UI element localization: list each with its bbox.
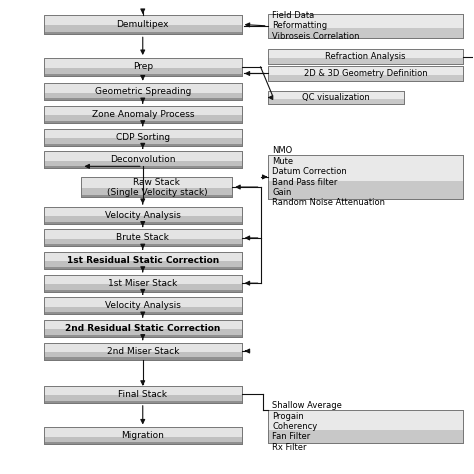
FancyBboxPatch shape — [44, 128, 242, 138]
FancyBboxPatch shape — [44, 121, 242, 123]
FancyBboxPatch shape — [268, 91, 404, 99]
FancyBboxPatch shape — [44, 320, 242, 329]
FancyBboxPatch shape — [268, 410, 463, 443]
Text: Velocity Analysis: Velocity Analysis — [105, 211, 181, 220]
FancyBboxPatch shape — [44, 442, 242, 444]
FancyBboxPatch shape — [44, 428, 242, 444]
FancyBboxPatch shape — [44, 222, 242, 224]
Text: 2D & 3D Geometry Definition: 2D & 3D Geometry Definition — [303, 69, 427, 78]
FancyBboxPatch shape — [44, 320, 242, 337]
FancyBboxPatch shape — [268, 49, 463, 64]
FancyBboxPatch shape — [268, 155, 463, 199]
FancyBboxPatch shape — [268, 49, 463, 58]
FancyBboxPatch shape — [268, 66, 463, 75]
FancyBboxPatch shape — [268, 410, 463, 430]
FancyBboxPatch shape — [44, 83, 242, 93]
FancyBboxPatch shape — [44, 252, 242, 269]
Text: QC visualization: QC visualization — [302, 93, 370, 102]
FancyBboxPatch shape — [44, 58, 242, 76]
FancyBboxPatch shape — [44, 151, 242, 161]
Text: Field Data
Reformatting
Vibroseis Correlation: Field Data Reformatting Vibroseis Correl… — [273, 11, 360, 41]
FancyBboxPatch shape — [268, 14, 463, 28]
FancyBboxPatch shape — [44, 401, 242, 403]
FancyBboxPatch shape — [44, 106, 242, 123]
FancyBboxPatch shape — [44, 73, 242, 76]
FancyBboxPatch shape — [44, 32, 242, 35]
FancyBboxPatch shape — [44, 357, 242, 359]
Text: 1st Miser Stack: 1st Miser Stack — [108, 279, 177, 288]
FancyBboxPatch shape — [44, 312, 242, 314]
FancyBboxPatch shape — [44, 207, 242, 224]
FancyBboxPatch shape — [44, 83, 242, 100]
FancyBboxPatch shape — [44, 15, 242, 26]
Text: Shallow Average
Progain
Coherency
Fan Filter
Rx Filter: Shallow Average Progain Coherency Fan Fi… — [273, 401, 342, 452]
Text: Velocity Analysis: Velocity Analysis — [105, 301, 181, 310]
FancyBboxPatch shape — [44, 229, 242, 246]
Text: Prep: Prep — [133, 63, 153, 72]
Text: Deconvolution: Deconvolution — [110, 155, 175, 164]
FancyBboxPatch shape — [82, 177, 232, 188]
FancyBboxPatch shape — [44, 343, 242, 359]
Text: Refraction Analysis: Refraction Analysis — [325, 52, 406, 61]
FancyBboxPatch shape — [44, 128, 242, 146]
FancyBboxPatch shape — [44, 275, 242, 284]
FancyBboxPatch shape — [44, 428, 242, 437]
FancyBboxPatch shape — [44, 166, 242, 168]
Text: Brute Stack: Brute Stack — [116, 233, 169, 242]
Text: Final Stack: Final Stack — [118, 390, 167, 399]
Text: Migration: Migration — [121, 431, 164, 440]
Text: Zone Anomaly Process: Zone Anomaly Process — [91, 110, 194, 119]
Text: CDP Sorting: CDP Sorting — [116, 133, 170, 142]
FancyBboxPatch shape — [268, 155, 463, 182]
FancyBboxPatch shape — [44, 229, 242, 239]
FancyBboxPatch shape — [82, 195, 232, 197]
FancyBboxPatch shape — [44, 267, 242, 269]
FancyBboxPatch shape — [44, 252, 242, 261]
FancyBboxPatch shape — [44, 386, 242, 395]
Text: NMO
Mute
Datum Correction
Band Pass filter
Gain
Random Noise Attenuation: NMO Mute Datum Correction Band Pass filt… — [273, 146, 385, 208]
FancyBboxPatch shape — [44, 151, 242, 168]
FancyBboxPatch shape — [44, 290, 242, 292]
Text: Demultipex: Demultipex — [117, 20, 169, 29]
FancyBboxPatch shape — [44, 15, 242, 35]
FancyBboxPatch shape — [44, 58, 242, 68]
FancyBboxPatch shape — [268, 14, 463, 38]
FancyBboxPatch shape — [44, 207, 242, 216]
FancyBboxPatch shape — [268, 66, 463, 81]
FancyBboxPatch shape — [44, 343, 242, 352]
FancyBboxPatch shape — [44, 386, 242, 403]
FancyBboxPatch shape — [82, 177, 232, 197]
FancyBboxPatch shape — [268, 91, 404, 104]
FancyBboxPatch shape — [44, 106, 242, 115]
FancyBboxPatch shape — [44, 297, 242, 307]
Text: Geometric Spreading: Geometric Spreading — [95, 87, 191, 96]
Text: Raw Stack
(Single Velocity stack): Raw Stack (Single Velocity stack) — [107, 178, 207, 197]
FancyBboxPatch shape — [44, 245, 242, 246]
FancyBboxPatch shape — [44, 98, 242, 100]
FancyBboxPatch shape — [44, 144, 242, 146]
Text: 2nd Residual Static Correction: 2nd Residual Static Correction — [65, 324, 220, 333]
FancyBboxPatch shape — [44, 275, 242, 292]
Text: 1st Residual Static Correction: 1st Residual Static Correction — [67, 256, 219, 265]
FancyBboxPatch shape — [44, 335, 242, 337]
Text: 2nd Miser Stack: 2nd Miser Stack — [107, 346, 179, 356]
FancyBboxPatch shape — [44, 297, 242, 314]
